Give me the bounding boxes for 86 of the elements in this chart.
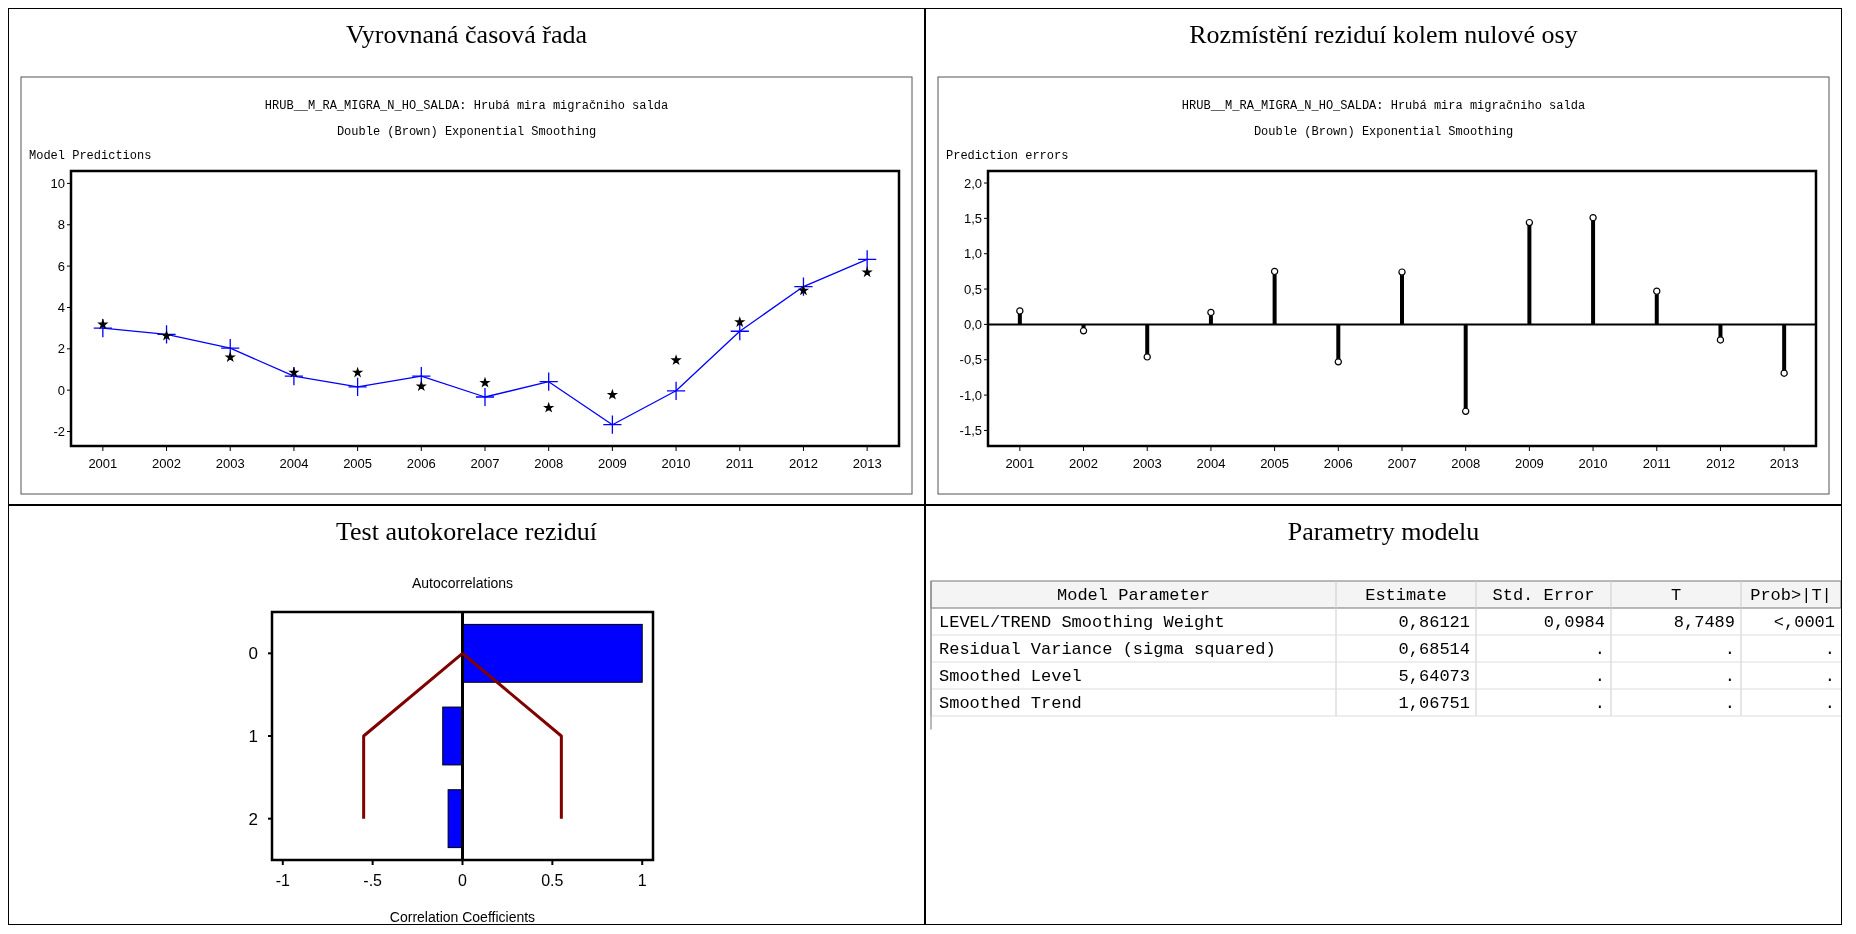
y-tick-label: 1	[248, 726, 258, 746]
text: 5,64073	[1398, 667, 1470, 687]
x-tick-label: 2006	[406, 456, 436, 471]
text: Double (Brown) Exponential Smoothing	[336, 125, 597, 139]
x-tick-label: 1	[637, 872, 647, 889]
y-tick-label: 0	[248, 644, 258, 664]
y-tick-label: 0	[57, 382, 65, 398]
x-tick-label: 2006	[1323, 456, 1353, 471]
y-tick-label: 8	[57, 217, 65, 233]
y-tick-label: 2,0	[963, 175, 982, 191]
x-tick-label: 2012	[1706, 456, 1735, 471]
category-label: Std. Error	[1492, 586, 1595, 606]
text: .	[1594, 667, 1605, 687]
x-tick-label: 2005	[1260, 456, 1290, 471]
x-tick-label: 2009	[1514, 456, 1544, 471]
x-tick-label: 2003	[215, 456, 245, 471]
x-tick-label: 2008	[534, 456, 564, 471]
x-tick-label: 2007	[470, 456, 500, 471]
text: .	[1824, 640, 1835, 660]
x-tick-label: 2001	[88, 456, 118, 471]
chart-subtitle: HRUB__M_RA_MIGRA_N_HO_SALDA: Hrubá mira migračniho salda	[264, 99, 669, 113]
y-tick-label: -1,0	[959, 387, 982, 403]
x-tick-label: 2009	[597, 456, 627, 471]
chart-title: Test autokorelace reziduí	[336, 517, 597, 546]
text: LEVEL/TREND Smoothing Weight	[939, 613, 1225, 633]
x-tick-label: 2011	[725, 456, 754, 471]
y-axis-title: Model Predictions	[29, 149, 152, 163]
x-tick-label: 2010	[1578, 456, 1608, 471]
text: 0,68514	[1398, 640, 1470, 660]
text: .	[1724, 667, 1735, 687]
chart-title: Vyrovnaná časová řada	[345, 20, 588, 49]
y-tick-label: 6	[57, 258, 65, 274]
y-tick-label: 2	[57, 341, 65, 357]
x-tick-label: 2011	[1642, 456, 1671, 471]
text: .	[1594, 640, 1605, 660]
text: .	[1824, 667, 1835, 687]
chart-title: Rozmístění reziduí kolem nulové osy	[1189, 20, 1578, 49]
y-tick-label: 0,0	[963, 316, 982, 332]
x-tick-label: 2001	[1005, 456, 1035, 471]
x-tick-label: 2012	[789, 456, 818, 471]
text: Smoothed Level	[939, 667, 1082, 687]
x-tick-label: 2013	[1769, 456, 1799, 471]
text: <,0001	[1773, 613, 1835, 633]
text: .	[1594, 694, 1605, 714]
text: 0,0984	[1543, 613, 1605, 633]
category-label: T	[1670, 586, 1682, 606]
y-axis-title: Prediction errors	[946, 149, 1069, 163]
text: Parametry modelu	[1287, 517, 1480, 546]
x-tick-label: 2008	[1451, 456, 1481, 471]
category-label: Prob>|T|	[1750, 586, 1832, 606]
x-tick-label: 0.5	[541, 872, 564, 889]
category-label: Estimate	[1365, 586, 1447, 606]
text: .	[1724, 640, 1735, 660]
text: .	[1724, 694, 1735, 714]
x-tick-label: -1	[275, 872, 290, 889]
text: 0,86121	[1398, 613, 1470, 633]
x-tick-label: 2007	[1387, 456, 1417, 471]
y-tick-label: 10	[50, 175, 65, 191]
y-tick-label: -2	[53, 424, 65, 440]
chart-subtitle: HRUB__M_RA_MIGRA_N_HO_SALDA: Hrubá mira migračniho salda	[1181, 99, 1586, 113]
y-tick-label: 1,0	[963, 246, 982, 262]
text: .	[1824, 694, 1835, 714]
text: 8,7489	[1673, 613, 1735, 633]
x-tick-label: 2005	[343, 456, 373, 471]
x-tick-label: 2002	[1069, 456, 1098, 471]
x-axis-title: Correlation Coefficients	[389, 909, 536, 925]
y-tick-label: 4	[57, 300, 65, 316]
y-tick-label: -0,5	[959, 352, 982, 368]
x-tick-label: 0	[458, 872, 468, 889]
y-tick-label: 2	[248, 809, 258, 829]
x-tick-label: 2002	[152, 456, 181, 471]
y-tick-label: -1,5	[959, 423, 982, 438]
text: Smoothed Trend	[939, 694, 1082, 714]
chart-subtitle: Autocorrelations	[411, 575, 514, 591]
category-label: Model Parameter	[1056, 586, 1211, 606]
text: 1,06751	[1398, 694, 1470, 714]
x-tick-label: 2004	[1196, 456, 1226, 471]
text: Double (Brown) Exponential Smoothing	[1253, 125, 1514, 139]
x-tick-label: -.5	[363, 872, 383, 889]
x-tick-label: 2013	[852, 456, 882, 471]
x-tick-label: 2004	[279, 456, 309, 471]
y-tick-label: 1,5	[963, 210, 982, 226]
text: Residual Variance (sigma squared)	[939, 640, 1276, 660]
x-tick-label: 2003	[1132, 456, 1162, 471]
y-tick-label: 0,5	[963, 281, 982, 297]
x-tick-label: 2010	[661, 456, 691, 471]
